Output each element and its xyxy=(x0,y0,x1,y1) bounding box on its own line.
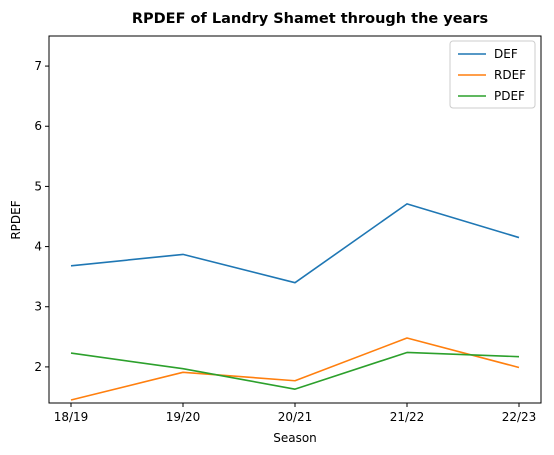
series-line-def xyxy=(70,203,520,284)
y-tick-label: 6 xyxy=(34,119,42,133)
plot-frame xyxy=(48,35,542,404)
x-tick-label: 19/20 xyxy=(166,410,201,424)
x-tick-label: 22/23 xyxy=(502,410,537,424)
y-tick-label: 2 xyxy=(34,360,42,374)
legend-label-rdef: RDEF xyxy=(494,68,526,82)
x-tick-label: 20/21 xyxy=(278,410,313,424)
y-tick-label: 4 xyxy=(34,240,42,254)
y-axis-label: RPDEF xyxy=(9,200,23,239)
y-tick-label: 7 xyxy=(34,59,42,73)
x-tick-label: 18/19 xyxy=(54,410,89,424)
y-tick-label: 3 xyxy=(34,300,42,314)
x-axis-label: Season xyxy=(273,431,317,445)
legend-box xyxy=(449,40,536,109)
series-line-pdef xyxy=(70,351,520,390)
series-line-rdef xyxy=(70,337,520,401)
y-tick-label: 5 xyxy=(34,179,42,193)
legend-label-def: DEF xyxy=(494,47,518,61)
legend-label-pdef: PDEF xyxy=(494,89,525,103)
x-axis: 18/19 19/20 20/21 21/22 22/23 xyxy=(54,403,537,424)
series-layer xyxy=(70,203,520,401)
x-tick-label: 21/22 xyxy=(390,410,425,424)
chart-title: RPDEF of Landry Shamet through the years xyxy=(132,11,488,27)
y-axis: 2 3 4 5 6 7 xyxy=(34,59,49,374)
legend: DEF RDEF PDEF xyxy=(449,40,536,109)
